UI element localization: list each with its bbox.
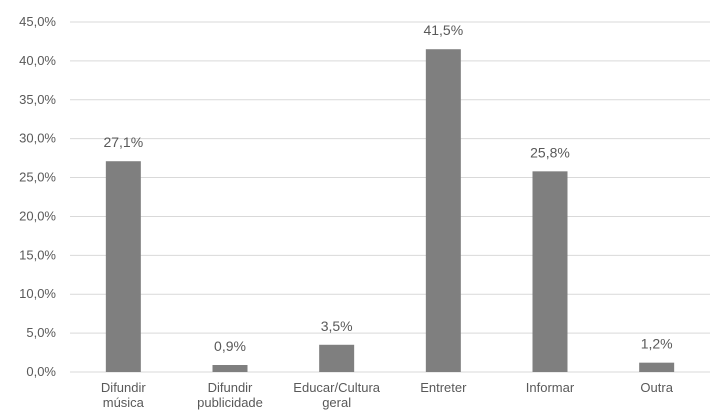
y-tick-label: 30,0% <box>19 131 56 146</box>
y-tick-label: 10,0% <box>19 286 56 301</box>
x-tick-label: Outra <box>640 380 673 395</box>
data-label: 41,5% <box>423 22 463 38</box>
x-tick-label: Difundir música <box>101 380 146 410</box>
x-tick-label: Educar/Cultura geral <box>293 380 380 410</box>
bar <box>639 362 675 372</box>
bar <box>105 161 141 372</box>
x-tick-label: Informar <box>526 380 575 395</box>
x-tick-label-line: música <box>103 395 145 410</box>
x-tick-label-line: Entreter <box>420 380 467 395</box>
y-tick-label: 35,0% <box>19 92 56 107</box>
data-label: 25,8% <box>530 144 570 160</box>
y-tick-label: 15,0% <box>19 247 56 262</box>
y-tick-label: 45,0% <box>19 14 56 29</box>
bar <box>425 49 461 372</box>
bar <box>212 365 248 372</box>
x-tick-label-line: Outra <box>640 380 673 395</box>
x-tick-label-line: publicidade <box>197 395 263 410</box>
data-labels: 27,1% 0,9% 3,5% 41,5% 25,8% 1,2% <box>103 22 672 354</box>
y-tick-label: 5,0% <box>26 325 56 340</box>
y-tick-label: 40,0% <box>19 53 56 68</box>
x-tick-label-line: geral <box>322 395 351 410</box>
x-tick-label-line: Difundir <box>101 380 146 395</box>
x-tick-label-line: Informar <box>526 380 575 395</box>
data-label: 0,9% <box>214 338 246 354</box>
gridlines <box>70 21 710 373</box>
y-tick-label: 0,0% <box>26 364 56 379</box>
data-label: 1,2% <box>641 336 673 352</box>
data-label: 27,1% <box>103 134 143 150</box>
y-tick-label: 20,0% <box>19 208 56 223</box>
bars <box>105 49 675 372</box>
x-tick-label-line: Difundir <box>208 380 253 395</box>
bar <box>319 344 355 372</box>
x-tick-label-line: Educar/Cultura <box>293 380 380 395</box>
x-tick-label: Entreter <box>420 380 467 395</box>
y-axis-tick-labels: 0,0% 5,0% 10,0% 15,0% 20,0% 25,0% 30,0% 35,0% 40… <box>19 14 56 379</box>
data-label: 3,5% <box>321 318 353 334</box>
bar <box>532 171 568 372</box>
y-tick-label: 25,0% <box>19 170 56 185</box>
x-tick-label: Difundir publicidade <box>197 380 263 410</box>
